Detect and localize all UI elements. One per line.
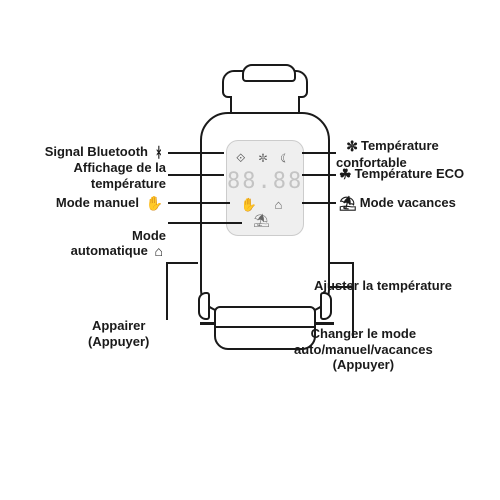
thermostat-device: ⟐ ✼ ☾ 88.88 ✋ ⌂ ⛱ — [200, 70, 330, 350]
label-pair: Appairer (Appuyer) — [88, 318, 149, 349]
leaf-icon: ☘ — [339, 166, 352, 183]
leader-bluetooth — [168, 152, 224, 154]
label-vacances: ⛱Mode vacances — [336, 195, 456, 212]
leader-mode-btn — [330, 262, 354, 264]
leader-display — [168, 174, 224, 176]
vacation-icon: ⛱ — [339, 195, 357, 212]
display-digits: 88.88 — [227, 169, 303, 194]
pair-button[interactable] — [198, 292, 210, 320]
house-icon: ⌂ — [155, 243, 163, 260]
label-comfort: ✼Température confortable — [336, 122, 439, 170]
display-row-bottom: ✋ ⌂ ⛱ — [227, 197, 303, 229]
label-change-mode: Changer le mode auto/manuel/vacances (Ap… — [294, 326, 433, 373]
leader-pair — [168, 262, 198, 264]
bluetooth-icon: ᚼ — [155, 144, 163, 161]
leader-pair-v — [166, 262, 168, 320]
leader-comfort — [302, 152, 336, 154]
mode-button[interactable] — [320, 292, 332, 320]
display-row-top: ⟐ ✼ ☾ — [227, 151, 303, 166]
label-eco: ☘Température ECO — [336, 166, 464, 183]
label-manual: Mode manuel ✋ — [20, 195, 166, 212]
leader-vacances — [302, 202, 336, 204]
label-auto: Mode automatique ⌂ — [20, 212, 166, 260]
label-bluetooth: Signal Bluetooth ᚼ — [20, 144, 166, 161]
leader-auto — [168, 222, 242, 224]
leader-manual — [168, 202, 230, 204]
label-display-temp: Affichage de la température — [20, 160, 166, 191]
label-adjust: Ajuster la température — [314, 278, 452, 294]
leader-eco — [302, 174, 336, 176]
hand-icon: ✋ — [146, 195, 163, 212]
device-cap — [222, 70, 308, 98]
sun-icon: ✼ — [346, 138, 358, 155]
